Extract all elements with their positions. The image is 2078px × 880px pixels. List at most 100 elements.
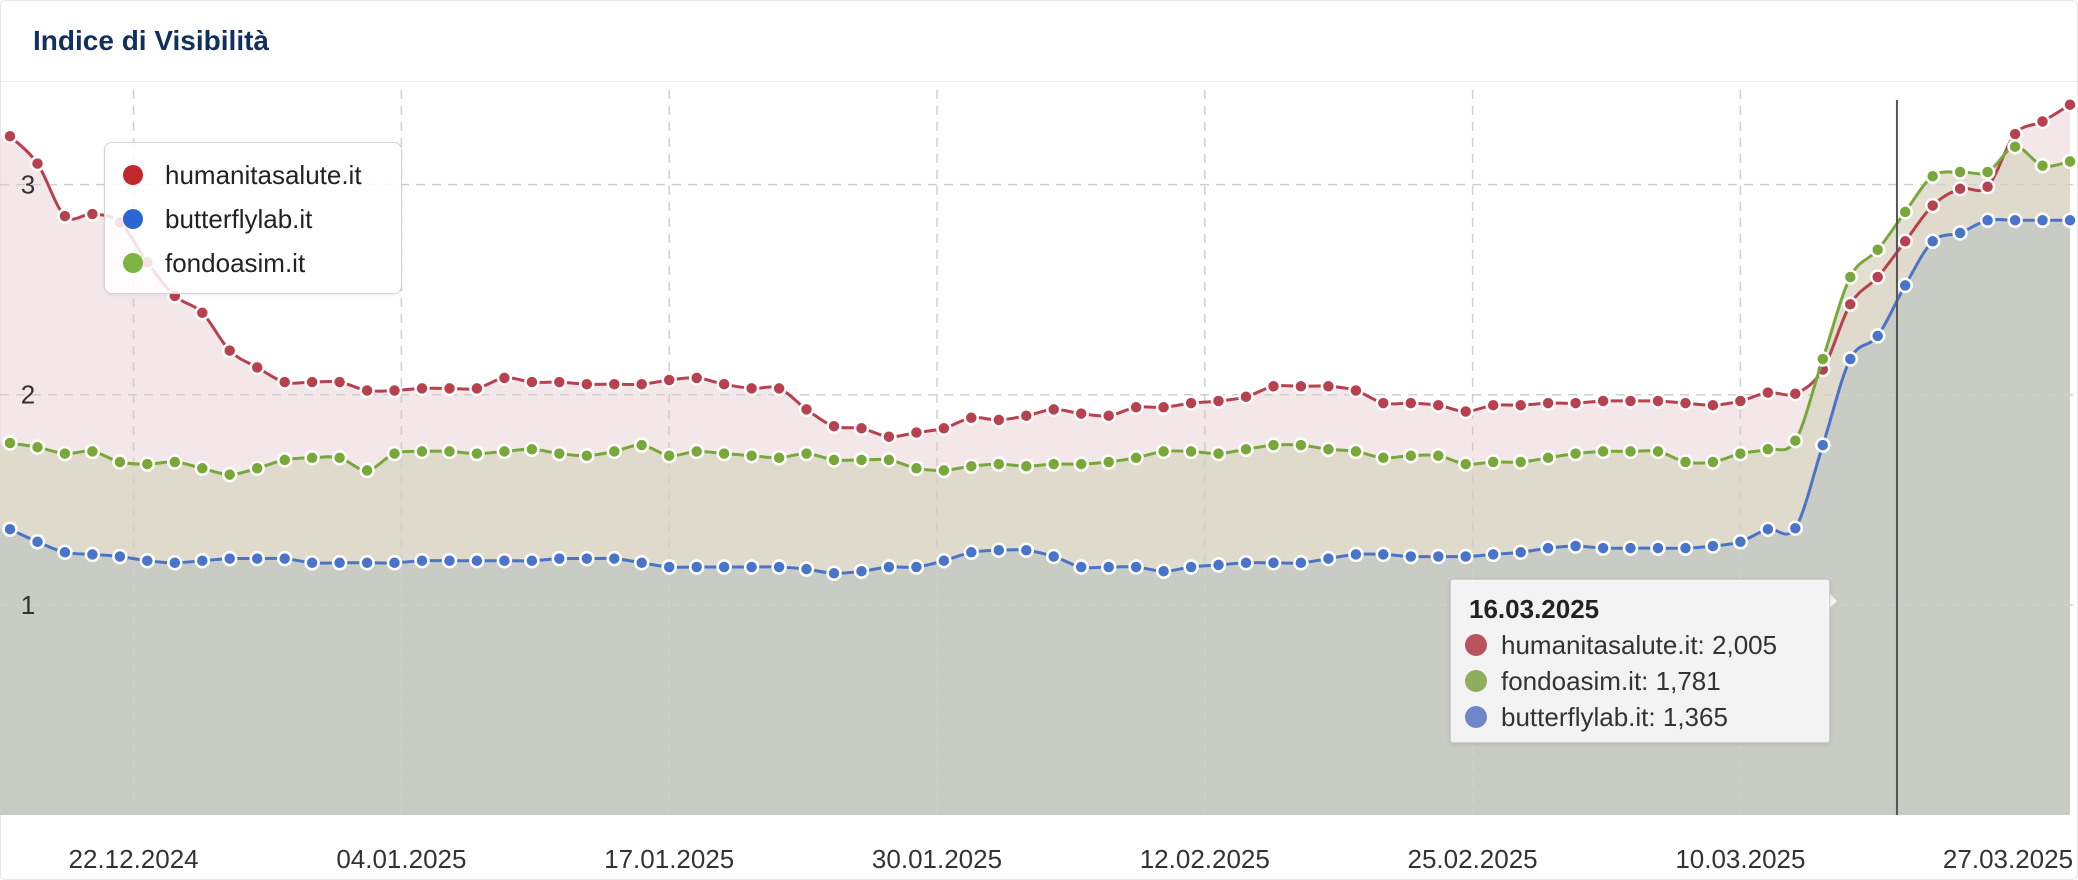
data-point[interactable] (414, 380, 430, 397)
data-point[interactable] (1897, 204, 1913, 220)
data-point[interactable] (1073, 559, 1089, 575)
data-point[interactable] (1815, 437, 1831, 453)
data-point[interactable] (167, 555, 183, 571)
data-point[interactable] (112, 454, 128, 470)
data-point[interactable] (1924, 233, 1941, 250)
data-point[interactable] (1705, 397, 1721, 413)
data-point[interactable] (221, 550, 238, 567)
data-point[interactable] (29, 155, 46, 172)
data-point[interactable] (1348, 546, 1364, 563)
data-point[interactable] (441, 443, 458, 460)
data-point[interactable] (1485, 546, 1501, 563)
data-point[interactable] (2034, 212, 2051, 229)
data-point[interactable] (579, 376, 595, 392)
data-point[interactable] (688, 443, 705, 460)
data-point[interactable] (1457, 403, 1474, 420)
data-point[interactable] (1567, 538, 1584, 554)
data-point[interactable] (304, 555, 320, 571)
data-point[interactable] (496, 370, 513, 386)
data-point[interactable] (1018, 407, 1035, 424)
data-point[interactable] (1677, 454, 1694, 470)
data-point[interactable] (1567, 445, 1584, 462)
data-point[interactable] (1375, 450, 1392, 466)
data-point[interactable] (331, 374, 348, 390)
data-point[interactable] (1650, 540, 1666, 556)
data-point[interactable] (469, 445, 485, 462)
data-point[interactable] (633, 437, 650, 453)
data-point[interactable] (2007, 126, 2023, 142)
data-point[interactable] (1018, 542, 1035, 558)
data-point[interactable] (991, 456, 1007, 472)
data-point[interactable] (1540, 540, 1556, 556)
data-point[interactable] (57, 445, 73, 462)
data-point[interactable] (1238, 441, 1254, 458)
data-point[interactable] (1100, 454, 1117, 470)
data-point[interactable] (194, 305, 211, 321)
data-point[interactable] (1869, 328, 1886, 344)
data-point[interactable] (1210, 445, 1227, 462)
data-point[interactable] (1869, 269, 1886, 285)
data-point[interactable] (1183, 443, 1199, 460)
data-point[interactable] (1155, 563, 1172, 579)
data-point[interactable] (1183, 395, 1199, 411)
data-point[interactable] (606, 550, 623, 567)
legend-item-butterflylab[interactable]: butterflylab.it (123, 201, 312, 237)
data-point[interactable] (853, 563, 870, 579)
data-point[interactable] (139, 552, 156, 569)
data-point[interactable] (1485, 397, 1501, 413)
data-point[interactable] (2062, 96, 2078, 113)
data-point[interactable] (276, 374, 293, 390)
data-point[interactable] (963, 544, 980, 561)
data-point[interactable] (908, 460, 925, 477)
data-point[interactable] (2062, 153, 2078, 170)
data-point[interactable] (826, 565, 842, 582)
data-point[interactable] (1677, 540, 1694, 556)
data-point[interactable] (2062, 212, 2078, 229)
data-point[interactable] (743, 447, 760, 464)
data-point[interactable] (1952, 164, 1968, 180)
data-point[interactable] (2, 521, 18, 537)
data-point[interactable] (359, 382, 375, 399)
data-point[interactable] (524, 441, 540, 458)
data-point[interactable] (688, 370, 705, 386)
data-point[interactable] (1265, 437, 1282, 453)
data-point[interactable] (881, 559, 897, 575)
data-point[interactable] (304, 374, 320, 390)
data-point[interactable] (2007, 212, 2023, 229)
data-point[interactable] (1238, 389, 1254, 405)
data-point[interactable] (1485, 454, 1501, 470)
data-point[interactable] (1100, 407, 1117, 424)
data-point[interactable] (688, 559, 705, 575)
data-point[interactable] (716, 559, 732, 575)
data-point[interactable] (1265, 378, 1282, 395)
data-point[interactable] (1320, 441, 1337, 458)
data-point[interactable] (57, 544, 73, 561)
data-point[interactable] (1595, 540, 1611, 556)
data-point[interactable] (331, 450, 348, 466)
data-point[interactable] (1650, 393, 1666, 409)
data-point[interactable] (2034, 113, 2051, 130)
data-point[interactable] (469, 552, 485, 569)
data-point[interactable] (1100, 559, 1117, 575)
data-point[interactable] (1128, 559, 1144, 575)
data-point[interactable] (2, 435, 18, 451)
data-point[interactable] (1512, 397, 1529, 413)
data-point[interactable] (579, 447, 595, 464)
data-point[interactable] (661, 559, 677, 575)
data-point[interactable] (1348, 443, 1364, 460)
data-point[interactable] (1375, 546, 1392, 563)
data-point[interactable] (1210, 393, 1227, 409)
data-point[interactable] (1430, 447, 1447, 464)
data-point[interactable] (441, 380, 458, 397)
data-point[interactable] (1787, 432, 1804, 449)
data-point[interactable] (1787, 385, 1804, 402)
data-point[interactable] (1979, 164, 1996, 180)
data-point[interactable] (881, 428, 897, 445)
data-point[interactable] (1842, 351, 1859, 367)
data-point[interactable] (1622, 393, 1639, 409)
data-point[interactable] (1787, 520, 1804, 536)
data-point[interactable] (633, 376, 650, 392)
data-point[interactable] (1512, 454, 1529, 470)
data-point[interactable] (1512, 544, 1529, 561)
data-point[interactable] (743, 559, 760, 575)
